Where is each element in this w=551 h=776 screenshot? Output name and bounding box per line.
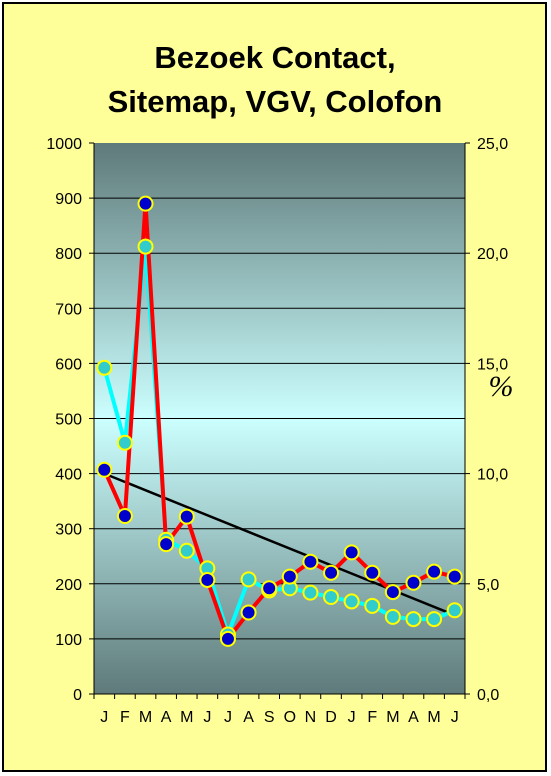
- series-point-left: [199, 571, 216, 588]
- series-point-right: [364, 597, 381, 614]
- series-point-left: [219, 630, 236, 647]
- right-tick-label: 20,0: [477, 246, 508, 263]
- left-tick-label: 400: [55, 467, 82, 484]
- x-tick-label: J: [203, 709, 211, 726]
- x-tick-label: M: [427, 709, 440, 726]
- x-tick-label: S: [264, 709, 275, 726]
- x-tick-label: O: [284, 709, 296, 726]
- left-tick-label: 600: [55, 356, 82, 373]
- series-point-right: [302, 584, 319, 601]
- series-point-left: [178, 508, 195, 525]
- series-point-right: [426, 611, 443, 628]
- right-tick-label: 25,0: [477, 136, 508, 153]
- x-tick-label: D: [325, 709, 337, 726]
- series-point-left: [240, 604, 257, 621]
- series-point-right: [178, 542, 195, 559]
- left-tick-label: 200: [55, 577, 82, 594]
- left-tick-label: 900: [55, 191, 82, 208]
- series-point-left: [343, 544, 360, 561]
- right-tick-label: 0,0: [477, 687, 499, 704]
- left-tick-label: 0: [73, 687, 82, 704]
- left-tick-label: 100: [55, 632, 82, 649]
- x-tick-label: J: [100, 709, 108, 726]
- x-tick-label: N: [305, 709, 317, 726]
- series-point-left: [137, 195, 154, 212]
- series-point-right: [240, 571, 257, 588]
- right-tick-label: 15,0: [477, 356, 508, 373]
- series-point-right: [137, 238, 154, 255]
- right-tick-label: 5,0: [477, 577, 499, 594]
- series-point-left: [302, 553, 319, 570]
- series-point-right: [405, 611, 422, 628]
- series-point-right: [96, 359, 113, 376]
- chart-title-line-2: Sitemap, VGV, Colofon: [108, 84, 443, 119]
- series-point-right: [116, 434, 133, 451]
- series-point-left: [405, 574, 422, 591]
- left-tick-label: 800: [55, 246, 82, 263]
- series-point-left: [446, 568, 463, 585]
- x-tick-label: F: [367, 709, 377, 726]
- series-point-left: [426, 563, 443, 580]
- left-tick-label: 700: [55, 301, 82, 318]
- x-tick-label: J: [224, 709, 232, 726]
- left-tick-label: 500: [55, 412, 82, 429]
- series-point-left: [384, 584, 401, 601]
- series-point-left: [323, 564, 340, 581]
- left-tick-label: 1000: [46, 136, 82, 153]
- x-tick-label: M: [386, 709, 399, 726]
- x-tick-label: M: [139, 709, 152, 726]
- right-tick-label: 10,0: [477, 467, 508, 484]
- series-point-left: [364, 564, 381, 581]
- series-point-right: [446, 602, 463, 619]
- x-tick-label: J: [348, 709, 356, 726]
- series-point-left: [116, 508, 133, 525]
- x-tick-label: A: [243, 709, 254, 726]
- series-point-right: [343, 593, 360, 610]
- x-tick-label: F: [120, 709, 130, 726]
- series-point-right: [323, 589, 340, 606]
- x-tick-label: J: [451, 709, 459, 726]
- series-point-left: [281, 568, 298, 585]
- line-chart: Bezoek Contact, Sitemap, VGV, Colofon 0 1…: [46, 40, 514, 726]
- x-tick-label: A: [408, 709, 419, 726]
- right-axis-label: %: [489, 370, 514, 403]
- series-point-left: [261, 580, 278, 597]
- series-point-left: [96, 461, 113, 478]
- x-tick-label: A: [161, 709, 172, 726]
- chart-title-line-1: Bezoek Contact,: [154, 40, 395, 75]
- series-point-left: [158, 536, 175, 553]
- left-tick-label: 300: [55, 522, 82, 539]
- x-tick-label: M: [180, 709, 193, 726]
- series-point-right: [384, 608, 401, 625]
